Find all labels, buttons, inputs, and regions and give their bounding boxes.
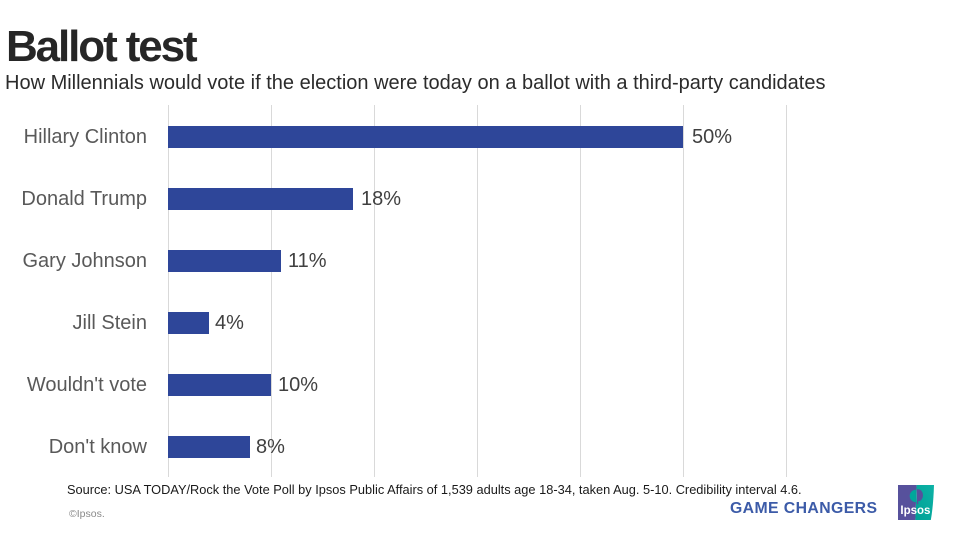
- svg-text:Ipsos: Ipsos: [900, 505, 930, 517]
